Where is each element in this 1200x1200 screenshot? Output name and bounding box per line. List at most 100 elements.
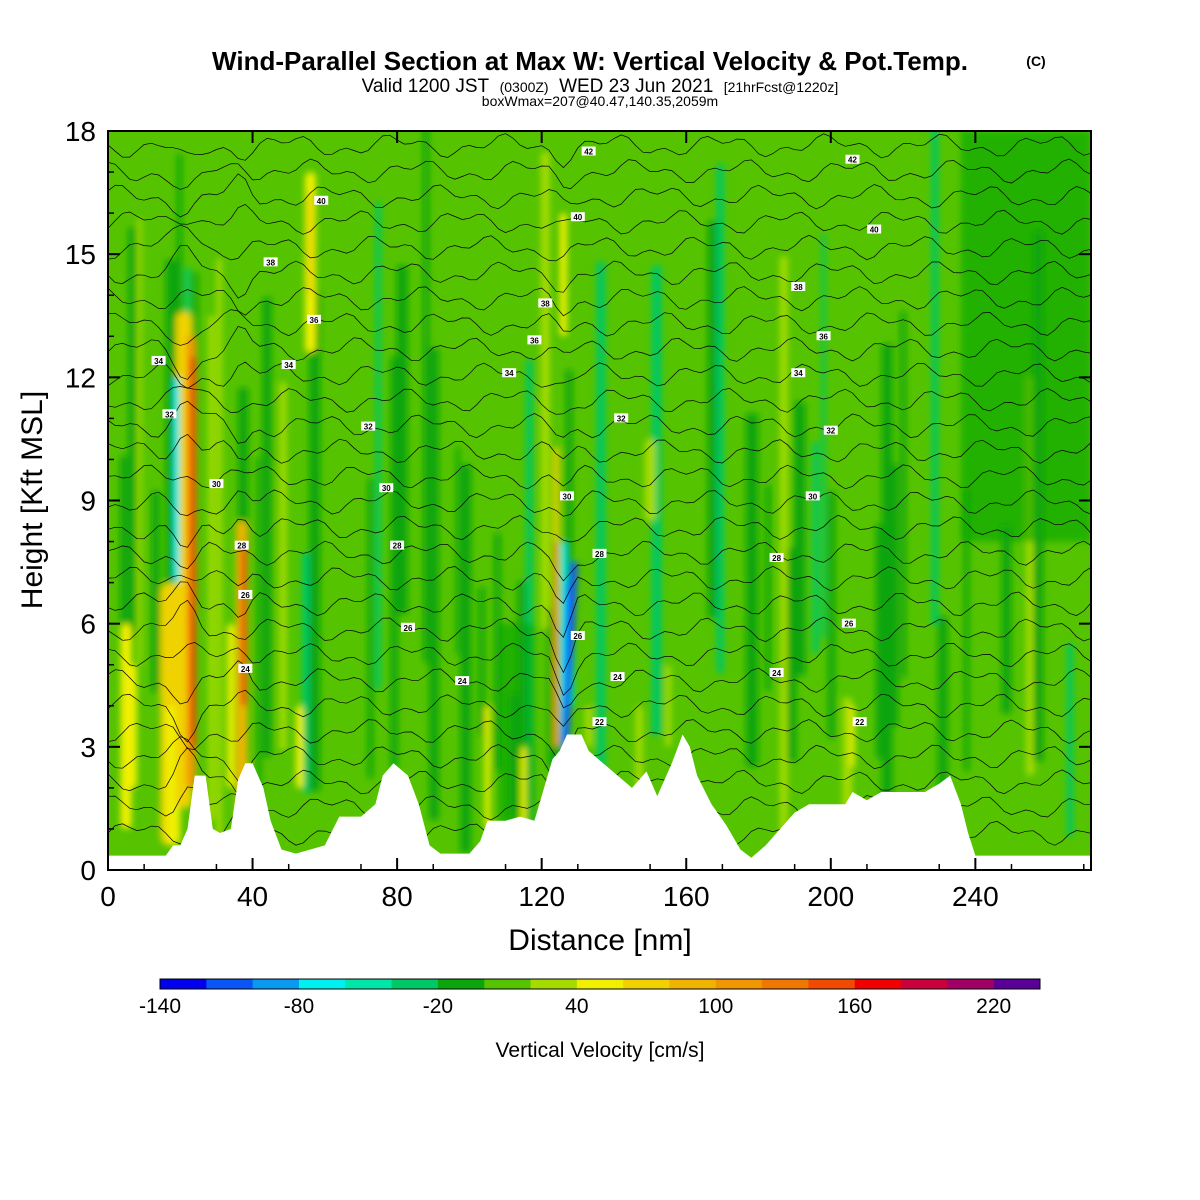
field-feature [665, 664, 672, 747]
contour-label-box [379, 483, 394, 493]
x-tick-label: 40 [237, 881, 268, 912]
field-streak [301, 552, 312, 793]
field-streak [892, 464, 899, 726]
field-streak [460, 464, 472, 853]
colorbar: -140 -80 -20 40 100 160 220 [139, 978, 1041, 1018]
contour-label-box [238, 589, 253, 599]
field-streak [262, 297, 272, 757]
field-streak [540, 152, 550, 629]
colorbar-swatch [762, 979, 809, 989]
colorbar-tick-label: 40 [565, 995, 588, 1018]
field-streak [216, 258, 222, 839]
theta-contour [108, 642, 1091, 696]
contour-label: 40 [573, 213, 582, 222]
valid-time: Valid 1200 JST [362, 76, 490, 97]
contour-label: 30 [563, 492, 572, 501]
terrain [108, 734, 1091, 870]
contour-label-box [867, 224, 882, 234]
contour-label: 26 [844, 620, 853, 629]
theta-contour [108, 514, 1091, 548]
theta-contour [108, 386, 1091, 415]
contour-label: 26 [241, 591, 250, 600]
contour-label-box [845, 154, 860, 164]
contour-label: 28 [595, 550, 604, 559]
field-streak [828, 491, 835, 739]
contour-label: 34 [505, 369, 514, 378]
contour-label-box [841, 618, 856, 628]
x-tick-label: 0 [100, 881, 116, 912]
contour-label-box [306, 314, 321, 324]
contour-label: 34 [284, 361, 293, 370]
contour-label: 38 [541, 299, 550, 308]
contour-label: 26 [573, 632, 582, 641]
contour-label-box [769, 667, 784, 677]
colorbar-swatch [298, 979, 346, 989]
theta-contour [108, 224, 1091, 262]
field-streak [707, 221, 717, 619]
contour-label: 38 [794, 283, 803, 292]
x-tick-label: 240 [952, 881, 999, 912]
field-feature [559, 213, 567, 337]
valid-utc: (0300Z) [500, 79, 549, 95]
contour-label: 32 [364, 423, 373, 432]
theta-contour [108, 433, 1091, 464]
colorbar-swatch [252, 979, 300, 989]
field-streak [128, 227, 136, 642]
contour-label: 32 [826, 427, 835, 436]
colorbar-label: Vertical Velocity [cm/s] [496, 1039, 705, 1062]
field-streak [494, 533, 501, 771]
colorbar-swatch [623, 979, 670, 989]
field-streak [151, 491, 160, 693]
colorbar-swatch [715, 979, 763, 989]
theta-contour [108, 158, 1091, 190]
field-streak [964, 489, 969, 771]
x-tick-label: 160 [663, 881, 710, 912]
theta-contour [108, 400, 1091, 444]
valid-date: WED 23 Jun 2021 [559, 76, 713, 97]
theta-contour [108, 173, 1091, 218]
colorbar-swatch [901, 979, 948, 989]
contour-label: 24 [772, 669, 781, 678]
field-feature [585, 705, 593, 747]
contour-label-box [592, 717, 607, 727]
field-streak [821, 234, 826, 638]
colorbar-frame [159, 978, 1041, 990]
contour-label-box [592, 548, 607, 558]
contour-label: 26 [404, 624, 413, 633]
field-streak [1001, 525, 1012, 714]
contour-label-box [769, 552, 784, 562]
theta-contour [108, 599, 1091, 674]
theta-contours [108, 133, 1091, 858]
y-tick-label: 15 [65, 239, 96, 270]
colorbar-swatch [345, 979, 393, 989]
contour-label-box [527, 335, 542, 345]
contour-label: 36 [530, 336, 539, 345]
contour-label: 22 [595, 718, 604, 727]
colorbar-swatch [669, 979, 717, 989]
contour-label-box [455, 676, 470, 686]
colorbar-swatch [391, 979, 439, 989]
contour-label: 32 [617, 414, 626, 423]
y-axis-label: Height [Kft MSL] [16, 391, 49, 609]
field-streak [547, 607, 559, 770]
theta-contour [108, 325, 1091, 380]
contour-label: 40 [317, 197, 326, 206]
x-tick-label: 120 [518, 881, 565, 912]
contour-label: 24 [613, 673, 622, 682]
contour-label: 36 [310, 316, 319, 325]
theta-contour [108, 689, 1091, 743]
contour-label-box [390, 540, 405, 550]
colorbar-swatch [947, 979, 995, 989]
colorbar-swatch [160, 979, 207, 989]
field-streak [390, 357, 398, 770]
field-streak [794, 401, 806, 676]
contour-label-box [361, 421, 376, 431]
x-axis-label: Distance [nm] [508, 924, 691, 957]
colorbar-swatch [437, 979, 485, 989]
field-streak [842, 697, 853, 851]
theta-contour [108, 660, 1091, 709]
contour-label-box [538, 298, 553, 308]
field-streak [596, 261, 606, 829]
field-feature [484, 705, 491, 829]
field-streak [812, 442, 819, 654]
